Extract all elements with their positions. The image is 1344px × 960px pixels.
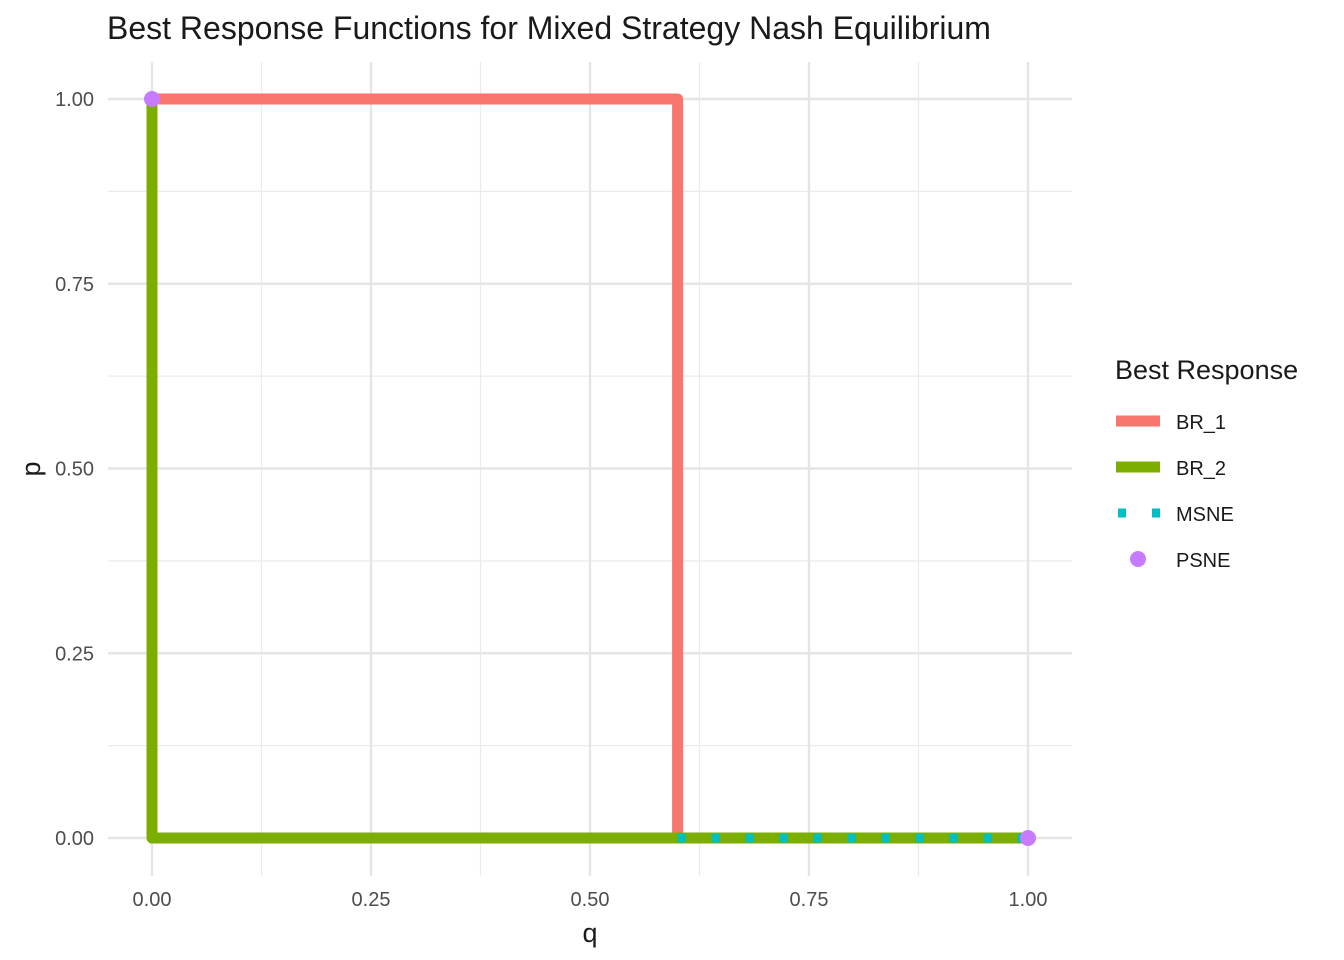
legend-item-psne: PSNE (1130, 550, 1230, 572)
axis-ticks: 0.00 0.25 0.50 0.75 1.00 0.00 0.25 0.50 0.75 1.00 (55, 89, 1047, 911)
x-tick-label: 0.50 (571, 889, 610, 911)
series-psne-point (1020, 830, 1036, 846)
y-tick-label: 0.00 (55, 828, 94, 850)
legend-label: BR_1 (1176, 412, 1226, 434)
y-axis-title: p (16, 461, 46, 476)
legend-item-br-2: BR_2 (1116, 458, 1226, 480)
x-tick-label: 0.25 (352, 889, 391, 911)
y-tick-label: 0.25 (55, 643, 94, 665)
legend-label: BR_2 (1176, 458, 1226, 480)
x-tick-label: 1.00 (1009, 889, 1048, 911)
chart-title: Best Response Functions for Mixed Strate… (107, 10, 991, 46)
y-tick-label: 0.75 (55, 274, 94, 296)
legend-item-msne: MSNE (1118, 504, 1234, 526)
x-axis-title: q (582, 918, 597, 948)
legend-label: PSNE (1176, 550, 1230, 572)
y-tick-label: 0.50 (55, 459, 94, 481)
legend-key-psne (1130, 551, 1146, 567)
legend: Best Response BR_1 BR_2 MSNE PSNE (1115, 355, 1298, 572)
legend-title: Best Response (1115, 355, 1298, 385)
x-tick-label: 0.00 (133, 889, 172, 911)
plot-series (144, 91, 1036, 846)
series-br-2-line (146, 99, 1028, 844)
y-tick-label: 1.00 (55, 89, 94, 111)
legend-items: BR_1 BR_2 MSNE PSNE (1116, 412, 1234, 572)
legend-item-br-1: BR_1 (1116, 412, 1226, 434)
legend-label: MSNE (1176, 504, 1234, 526)
series-psne-point (144, 91, 160, 107)
x-tick-label: 0.75 (790, 889, 829, 911)
